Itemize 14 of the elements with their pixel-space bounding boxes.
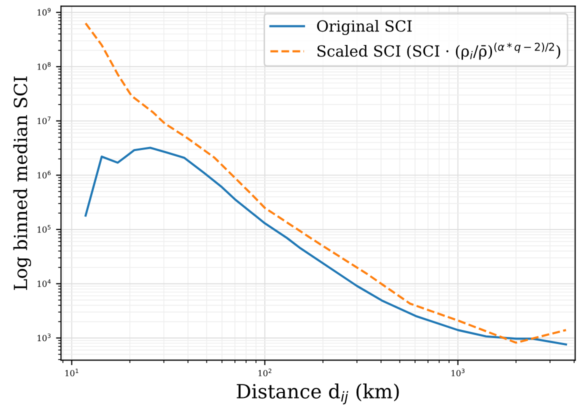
x-axis-title: Distance d$_{ij}$ (km) (236, 384, 399, 404)
y-tick-label: 10$^{3}$ (38, 334, 51, 342)
y-axis-title: Log binned median SCI (13, 76, 32, 290)
x-tick-label: 10$^{1}$ (65, 368, 78, 376)
y-tick-label: 10$^{6}$ (38, 170, 51, 178)
y-tick-label: 10$^{7}$ (38, 116, 51, 124)
y-tick-label: 10$^{9}$ (38, 8, 51, 16)
y-tick-label: 10$^{8}$ (38, 62, 51, 70)
legend-label: Original SCI (317, 20, 412, 35)
y-tick-label: 10$^{4}$ (38, 279, 51, 287)
legend-label: Scaled SCI (SCI · (ρ$_{i}$/ρ̄)$^{(α*q−2)/2}$) (318, 42, 560, 60)
y-tick-label: 10$^{5}$ (38, 225, 50, 233)
x-tick-label: 10$^{3}$ (452, 368, 464, 376)
x-tick-label: 10$^{2}$ (258, 368, 272, 376)
